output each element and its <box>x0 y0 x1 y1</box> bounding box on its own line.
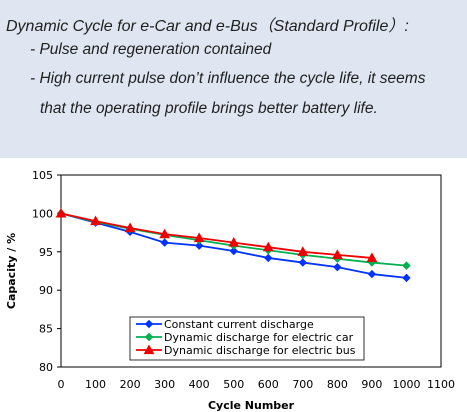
data-point <box>124 222 136 233</box>
y-tick-label: 90 <box>39 284 53 297</box>
x-tick-label: 800 <box>327 378 348 391</box>
x-tick-label: 500 <box>223 378 244 391</box>
x-tick-label: 300 <box>154 378 175 391</box>
data-point <box>229 246 238 256</box>
legend-label: Dynamic discharge for electric car <box>164 331 354 344</box>
y-tick-label: 80 <box>39 361 53 374</box>
data-point <box>193 232 205 243</box>
legend-label: Dynamic discharge for electric bus <box>164 344 356 357</box>
panel-bullet-3: that the operating profile brings better… <box>40 100 378 117</box>
x-tick-label: 900 <box>361 378 382 391</box>
series-line <box>60 212 372 259</box>
y-tick-label: 105 <box>32 169 53 182</box>
x-tick-label: 700 <box>292 378 313 391</box>
y-axis-title: Capacity / % <box>5 233 18 309</box>
panel-bullet-1: - Pulse and regeneration contained <box>30 41 272 58</box>
capacity-chart: 80 85 90 95 100 105 0 100 200 300 400 500 600 700 800 9… <box>5 169 455 412</box>
data-point <box>367 269 377 279</box>
x-tick-label: 100 <box>85 378 106 391</box>
x-tick-label: 1100 <box>427 378 455 391</box>
data-point <box>297 246 309 256</box>
description-panel: Dynamic Cycle for e-Car and e-Bus（Standa… <box>0 0 467 158</box>
panel-bullet-2: - High current pulse don’t influence the… <box>30 70 426 87</box>
series-3 <box>55 207 378 263</box>
series-layer <box>55 207 411 283</box>
data-point <box>262 241 274 252</box>
data-point <box>144 332 154 342</box>
x-tick-label: 1000 <box>392 378 420 391</box>
data-point <box>264 253 273 263</box>
x-tick-label: 200 <box>120 378 141 391</box>
data-point <box>143 344 155 355</box>
x-tick-label: 0 <box>58 378 65 391</box>
axis-ticks: 80 85 90 95 100 105 0 100 200 300 400 500 600 700 800 9… <box>32 169 455 391</box>
data-point <box>160 238 169 247</box>
legend-label: Constant current discharge <box>164 318 314 331</box>
legend-box <box>129 316 365 361</box>
data-point <box>402 261 411 270</box>
data-point <box>332 249 343 259</box>
x-tick-label: 400 <box>189 378 210 391</box>
data-point <box>366 252 378 263</box>
y-tick-label: 85 <box>39 323 53 336</box>
y-tick-label: 95 <box>39 246 53 259</box>
data-point <box>194 241 204 250</box>
y-tick-label: 100 <box>32 207 53 220</box>
data-point <box>90 215 101 226</box>
data-point <box>298 258 308 267</box>
data-point <box>55 207 67 218</box>
data-point <box>144 319 154 329</box>
data-point <box>402 273 411 283</box>
x-axis-title: Cycle Number <box>208 399 295 412</box>
data-point <box>159 228 170 239</box>
data-point <box>228 237 240 247</box>
panel-title: Dynamic Cycle for e-Car and e-Bus（Standa… <box>6 18 409 35</box>
data-point <box>333 262 342 272</box>
x-tick-label: 600 <box>258 378 279 391</box>
